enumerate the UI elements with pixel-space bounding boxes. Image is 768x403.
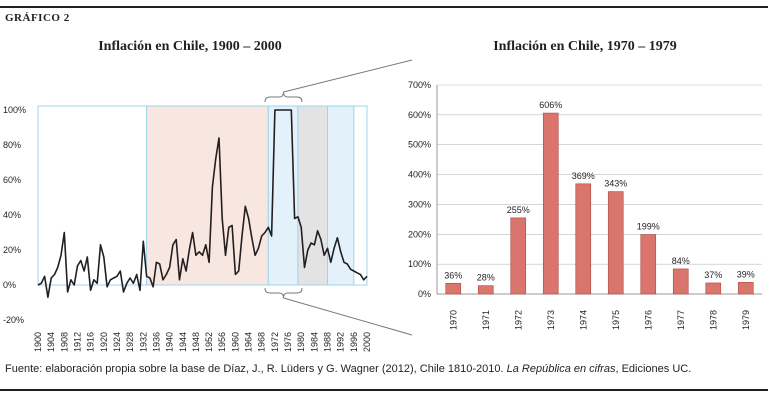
x-tick-label: 1976 xyxy=(283,332,293,352)
x-tick-label: 1980 xyxy=(296,332,306,352)
x-tick-label: 1904 xyxy=(46,332,56,352)
x-tick-label: 1928 xyxy=(125,332,135,352)
y-tick-label: 300% xyxy=(408,199,431,209)
x-tick-label: 1975 xyxy=(611,310,621,330)
line-chart-title: Inflación en Chile, 1900 – 2000 xyxy=(98,39,282,54)
zoom-line-top xyxy=(283,59,413,93)
bottom-rule xyxy=(0,389,768,391)
y-tick-label: -20% xyxy=(3,315,24,325)
x-tick-label: 1936 xyxy=(151,332,161,352)
x-tick-label: 1984 xyxy=(309,332,319,352)
x-tick-label: 1956 xyxy=(217,332,227,352)
x-tick-label: 1940 xyxy=(165,332,175,352)
x-tick-label: 1976 xyxy=(643,310,653,330)
y-tick-label: 60% xyxy=(3,175,21,185)
x-tick-label: 1908 xyxy=(59,332,69,352)
y-tick-label: 500% xyxy=(408,140,431,150)
bar xyxy=(640,234,657,295)
y-tick-label: 80% xyxy=(3,140,21,150)
x-tick-label: 1900 xyxy=(33,332,43,352)
x-tick-label: 1932 xyxy=(138,332,148,352)
line-chart: Inflación en Chile, 1900 – 2000 -20% 0% 20%… xyxy=(3,39,372,352)
bar xyxy=(575,183,592,295)
top-bracket xyxy=(264,91,303,103)
bar xyxy=(672,268,689,295)
bar xyxy=(705,282,722,295)
chart-canvas: Inflación en Chile, 1900 – 2000 -20% 0% 20%… xyxy=(3,39,762,352)
bar xyxy=(510,217,527,295)
x-tick-label: 1996 xyxy=(349,332,359,352)
source-italic: La República en cifras xyxy=(506,363,616,375)
x-tick-label: 1920 xyxy=(99,332,109,352)
source-prefix: Fuente: elaboración propia sobre la base… xyxy=(5,363,507,375)
x-tick-label: 1972 xyxy=(270,332,280,352)
bottom-bracket xyxy=(264,287,303,299)
x-tick-label: 1924 xyxy=(112,332,122,352)
data-label: 255% xyxy=(507,205,530,215)
y-tick-label: 0% xyxy=(418,289,431,299)
source-suffix: , Ediciones UC. xyxy=(615,363,692,375)
shaded-period xyxy=(146,105,269,286)
data-label: 369% xyxy=(572,171,595,181)
bar-chart: Inflación en Chile, 1970 – 1979 0% 100% 200… xyxy=(408,39,762,330)
data-label: 28% xyxy=(477,273,495,283)
data-label: 199% xyxy=(637,222,660,232)
x-tick-label: 1944 xyxy=(178,332,188,352)
figure-label: GRÁFICO 2 xyxy=(5,12,70,24)
top-rule xyxy=(0,6,768,8)
shaded-period xyxy=(297,105,329,286)
x-tick-label: 1912 xyxy=(72,332,82,352)
y-tick-label: 700% xyxy=(408,80,431,90)
data-label: 36% xyxy=(444,270,462,280)
x-tick-label: 1973 xyxy=(546,310,556,330)
x-tick-label: 1992 xyxy=(336,332,346,352)
x-tick-label: 1964 xyxy=(244,332,254,352)
data-label: 606% xyxy=(539,100,562,110)
bar xyxy=(542,112,559,295)
x-tick-label: 1916 xyxy=(86,332,96,352)
x-tick-label: 1972 xyxy=(513,310,523,330)
bar xyxy=(477,285,494,295)
y-tick-label: 400% xyxy=(408,170,431,180)
x-tick-label: 1952 xyxy=(204,332,214,352)
y-tick-label: 20% xyxy=(3,245,21,255)
y-tick-label: 200% xyxy=(408,229,431,239)
x-tick-label: 1988 xyxy=(323,332,333,352)
x-tick-label: 1948 xyxy=(191,332,201,352)
x-tick-label: 1974 xyxy=(578,310,588,330)
plot-frame xyxy=(37,105,368,286)
y-tick-label: 600% xyxy=(408,110,431,120)
bar xyxy=(445,282,462,295)
x-tick-label: 1968 xyxy=(257,332,267,352)
y-tick-label: 0% xyxy=(3,280,16,290)
data-label: 39% xyxy=(737,269,755,279)
x-tick-label: 1971 xyxy=(481,310,491,330)
x-tick-label: 2000 xyxy=(362,332,372,352)
x-tick-label: 1960 xyxy=(230,332,240,352)
data-label: 37% xyxy=(704,270,722,280)
y-tick-label: 100% xyxy=(3,105,26,115)
y-tick-label: 40% xyxy=(3,210,21,220)
x-tick-label: 1979 xyxy=(741,310,751,330)
zoom-line-bottom xyxy=(283,297,413,336)
x-tick-label: 1978 xyxy=(708,310,718,330)
bar xyxy=(737,282,754,295)
x-tick-label: 1970 xyxy=(448,310,458,330)
data-label: 343% xyxy=(604,179,627,189)
zoom-connector xyxy=(264,59,413,336)
source-note: Fuente: elaboración propia sobre la base… xyxy=(5,363,691,375)
x-tick-label: 1977 xyxy=(676,310,686,330)
inflation-line xyxy=(37,109,368,299)
y-tick-label: 100% xyxy=(408,259,431,269)
bar xyxy=(607,191,624,295)
data-label: 84% xyxy=(672,256,690,266)
bar-chart-title: Inflación en Chile, 1970 – 1979 xyxy=(493,39,677,54)
